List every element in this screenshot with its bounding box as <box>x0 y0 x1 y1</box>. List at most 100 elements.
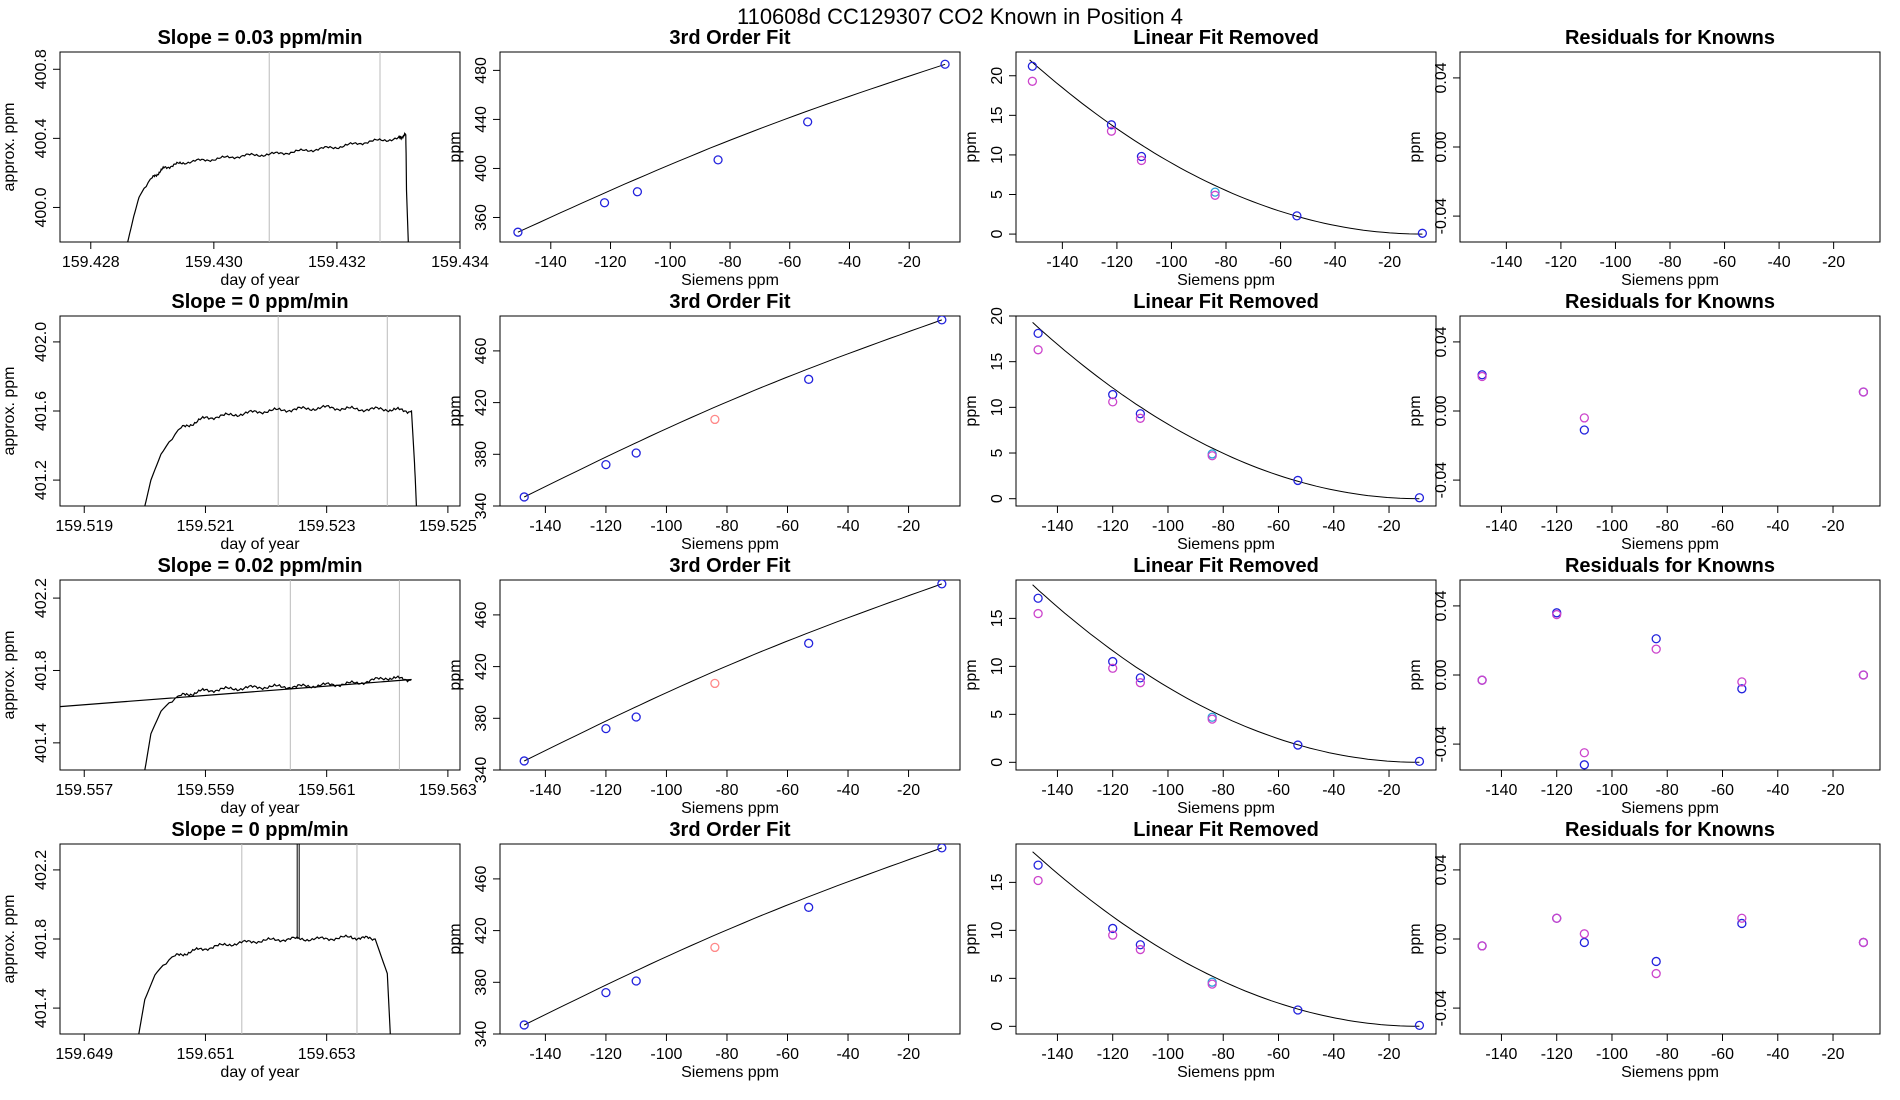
x-axis-label: day of year <box>220 800 300 817</box>
fit-curve <box>1032 851 1420 1027</box>
x-tick-label: -100 <box>1599 254 1631 271</box>
y-tick-label: 401.8 <box>33 919 50 959</box>
plot-frame <box>1459 843 1881 1035</box>
y-tick-label: 20 <box>989 67 1006 85</box>
y-tick-label: 15 <box>989 873 1006 891</box>
x-tick-label: -100 <box>650 782 682 799</box>
x-tick-label: -60 <box>1267 782 1290 799</box>
fit-curve <box>1029 59 1423 235</box>
data-point <box>1135 944 1145 955</box>
x-tick-label: -20 <box>1821 518 1844 535</box>
x-tick-label: -40 <box>1322 1046 1345 1063</box>
spike-trace <box>296 844 300 939</box>
x-tick-label: -60 <box>1267 518 1290 535</box>
data-point <box>1136 151 1147 162</box>
panel-title: Slope = 0.03 ppm/min <box>157 27 362 49</box>
data-point <box>1108 923 1118 934</box>
x-tick-label: -120 <box>1541 1046 1573 1063</box>
y-tick-label: -0.04 <box>1433 198 1450 235</box>
x-tick-label: -20 <box>897 518 920 535</box>
y-axis-label: ppm <box>1407 923 1424 954</box>
panel-15: Linear Fit Removed -140 -120 -100 -80 -60 -40 -… <box>963 819 1437 1081</box>
y-axis-label: ppm <box>447 131 464 162</box>
x-tick-label: -80 <box>1656 1046 1679 1063</box>
plot-area <box>519 580 947 766</box>
x-axis-label: Siemens ppm <box>1621 800 1719 817</box>
y-tick-label: 5 <box>989 448 1006 457</box>
x-tick-label: -20 <box>1377 1046 1400 1063</box>
data-point <box>1135 409 1145 419</box>
x-tick-label: -40 <box>1766 518 1789 535</box>
data-point <box>1858 387 1869 397</box>
data-point <box>1414 756 1425 767</box>
data-point <box>519 492 529 502</box>
y-tick-label: 0.04 <box>1433 590 1450 621</box>
plot-area <box>1477 608 1869 770</box>
y-tick-label: 0.00 <box>1433 923 1450 954</box>
panel-title: Linear Fit Removed <box>1133 819 1319 841</box>
x-tick-label: -140 <box>535 254 567 271</box>
x-tick-label: 159.651 <box>177 1046 235 1063</box>
data-trace <box>138 934 391 1034</box>
panel-13: Slope = 0 ppm/min 159.649 159.651 159.653 40… <box>1 819 461 1081</box>
plot-frame <box>59 315 461 507</box>
plot-frame <box>1015 579 1437 771</box>
y-tick-label: 0 <box>989 494 1006 503</box>
data-point <box>1108 663 1118 673</box>
data-point <box>1651 968 1661 979</box>
data-point <box>1135 940 1145 950</box>
y-tick-label: 400.8 <box>33 49 50 89</box>
x-axis-label: Siemens ppm <box>681 1064 779 1081</box>
x-tick-label: -40 <box>836 782 859 799</box>
x-tick-label: -60 <box>1711 782 1734 799</box>
y-axis-label: ppm <box>1407 131 1424 162</box>
y-tick-label: 20 <box>989 307 1006 325</box>
y-tick-label: 0.00 <box>1433 659 1450 690</box>
plot-area <box>519 316 947 502</box>
data-point <box>937 844 947 853</box>
x-tick-label: -140 <box>1485 518 1517 535</box>
y-axis-label: ppm <box>1407 395 1424 426</box>
x-axis-label: Siemens ppm <box>1177 536 1275 553</box>
x-tick-label: -140 <box>529 782 561 799</box>
x-tick-label: 159.653 <box>298 1046 356 1063</box>
data-point <box>713 155 723 165</box>
data-point <box>1108 656 1118 667</box>
x-axis-label: day of year <box>220 536 300 553</box>
data-point <box>1651 644 1661 654</box>
plot-area <box>1032 851 1425 1031</box>
x-axis-label: Siemens ppm <box>1621 1064 1719 1081</box>
data-point <box>1207 451 1217 461</box>
x-tick-label: -60 <box>1267 1046 1290 1063</box>
data-point <box>1027 76 1038 86</box>
data-point <box>804 374 814 384</box>
x-tick-label: -80 <box>1214 254 1237 271</box>
data-point <box>519 756 529 766</box>
plot-frame <box>499 51 961 243</box>
y-tick-label: 380 <box>473 441 490 468</box>
y-axis-label: ppm <box>963 923 980 954</box>
y-tick-label: 0 <box>989 758 1006 767</box>
data-point <box>1858 937 1869 948</box>
x-tick-label: -20 <box>1377 782 1400 799</box>
fit-curve <box>517 63 946 233</box>
x-axis-label: Siemens ppm <box>681 272 779 289</box>
plot-frame <box>1015 51 1437 243</box>
data-point <box>1579 937 1589 948</box>
y-tick-label: 380 <box>473 705 490 732</box>
data-point <box>1207 979 1217 989</box>
y-tick-label: 340 <box>473 757 490 784</box>
plot-area <box>1477 370 1869 435</box>
panel-12: Residuals for Knowns -140 -120 -100 -80 -60 -4… <box>1407 555 1881 817</box>
plot-frame <box>499 579 961 771</box>
y-tick-label: 5 <box>989 974 1006 983</box>
x-tick-label: -120 <box>590 518 622 535</box>
plot-area <box>1027 59 1428 238</box>
plot-frame <box>59 51 461 243</box>
x-tick-label: -100 <box>654 254 686 271</box>
x-tick-label: 159.432 <box>308 254 366 271</box>
data-point <box>1033 860 1043 870</box>
y-tick-label: 460 <box>473 337 490 364</box>
data-point <box>1651 634 1661 644</box>
panel-10: 3rd Order Fit -140 -120 -100 -80 -60 -40 -20 340… <box>447 555 961 817</box>
